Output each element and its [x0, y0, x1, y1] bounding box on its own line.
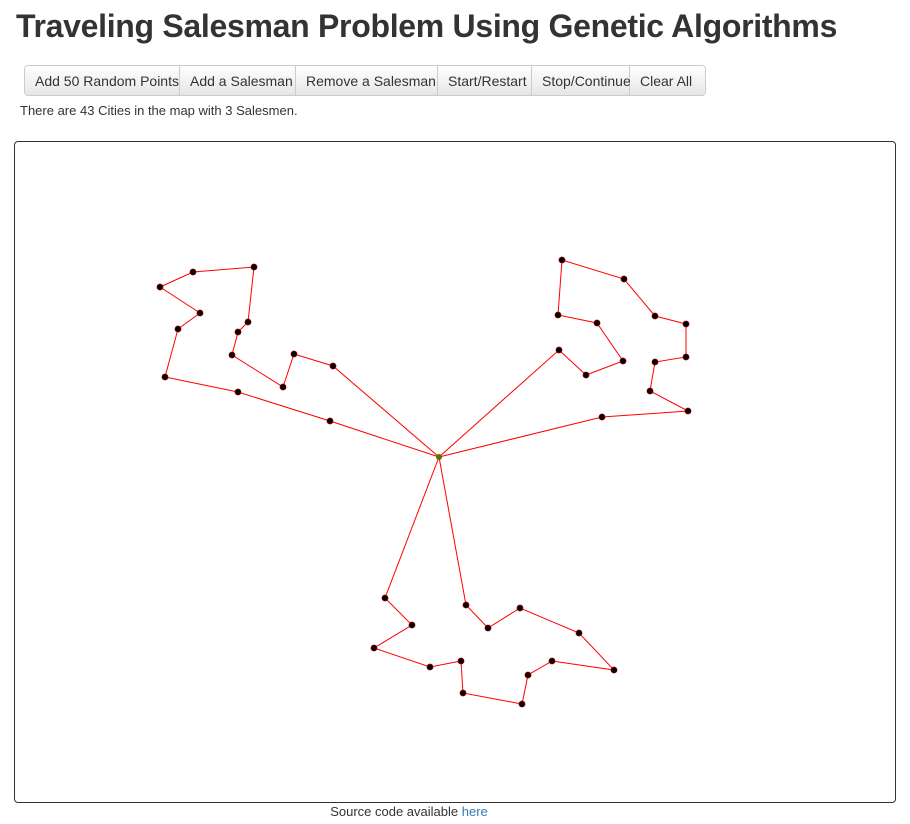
- city-point: [457, 657, 465, 665]
- stop-continue-button[interactable]: Stop/Continue: [532, 66, 631, 95]
- city-point: [548, 657, 556, 665]
- add-salesman-button[interactable]: Add a Salesman: [180, 66, 296, 95]
- city-point: [682, 320, 690, 328]
- city-point: [234, 388, 242, 396]
- city-point: [598, 413, 606, 421]
- city-point: [524, 671, 532, 679]
- city-point: [575, 629, 583, 637]
- route-map: [156, 256, 692, 708]
- city-point: [250, 263, 258, 271]
- city-point: [593, 319, 601, 327]
- city-point: [462, 601, 470, 609]
- city-point: [558, 256, 566, 264]
- city-point: [518, 700, 526, 708]
- depot-point: [436, 454, 442, 460]
- city-point: [582, 371, 590, 379]
- page-title: Traveling Salesman Problem Using Genetic…: [16, 8, 838, 44]
- footer-text: Source code available: [330, 804, 459, 819]
- status-text: There are 43 Cities in the map with 3 Sa…: [20, 103, 298, 118]
- city-point: [651, 312, 659, 320]
- city-count: 43: [80, 103, 95, 118]
- city-point: [196, 309, 204, 317]
- city-point: [554, 311, 562, 319]
- start-restart-button[interactable]: Start/Restart: [438, 66, 532, 95]
- map-canvas[interactable]: [14, 141, 896, 803]
- city-point: [484, 624, 492, 632]
- city-point: [174, 325, 182, 333]
- salesman-route-2: [438, 259, 690, 458]
- city-point: [646, 387, 654, 395]
- status-mid: Cities in the map with: [98, 103, 222, 118]
- salesman-route-3: [372, 456, 616, 705]
- city-point: [381, 594, 389, 602]
- city-point: [234, 328, 242, 336]
- city-point: [620, 275, 628, 283]
- salesman-route-1: [158, 266, 440, 458]
- city-point: [370, 644, 378, 652]
- clear-all-button[interactable]: Clear All: [630, 66, 705, 95]
- city-point: [189, 268, 197, 276]
- city-point: [244, 318, 252, 326]
- city-point: [161, 373, 169, 381]
- status-prefix: There are: [20, 103, 77, 118]
- toolbar: Add 50 Random Points Add a Salesman Remo…: [24, 65, 706, 96]
- city-point: [651, 358, 659, 366]
- city-point: [684, 407, 692, 415]
- city-point: [682, 353, 690, 361]
- city-point: [619, 357, 627, 365]
- remove-salesman-button[interactable]: Remove a Salesman: [296, 66, 438, 95]
- city-point: [329, 362, 337, 370]
- city-point: [228, 351, 236, 359]
- source-code-link[interactable]: here: [461, 804, 488, 819]
- city-point: [156, 283, 164, 291]
- city-point: [408, 621, 416, 629]
- city-point: [516, 604, 524, 612]
- city-point: [326, 417, 334, 425]
- status-suffix: Salesmen.: [236, 103, 298, 118]
- footer: Source code available here: [0, 804, 818, 819]
- city-point: [290, 350, 298, 358]
- city-point: [555, 346, 563, 354]
- city-point: [610, 666, 618, 674]
- city-point: [426, 663, 434, 671]
- city-point: [279, 383, 287, 391]
- city-point: [459, 689, 467, 697]
- salesman-count: 3: [225, 103, 233, 118]
- add-random-points-button[interactable]: Add 50 Random Points: [25, 66, 180, 95]
